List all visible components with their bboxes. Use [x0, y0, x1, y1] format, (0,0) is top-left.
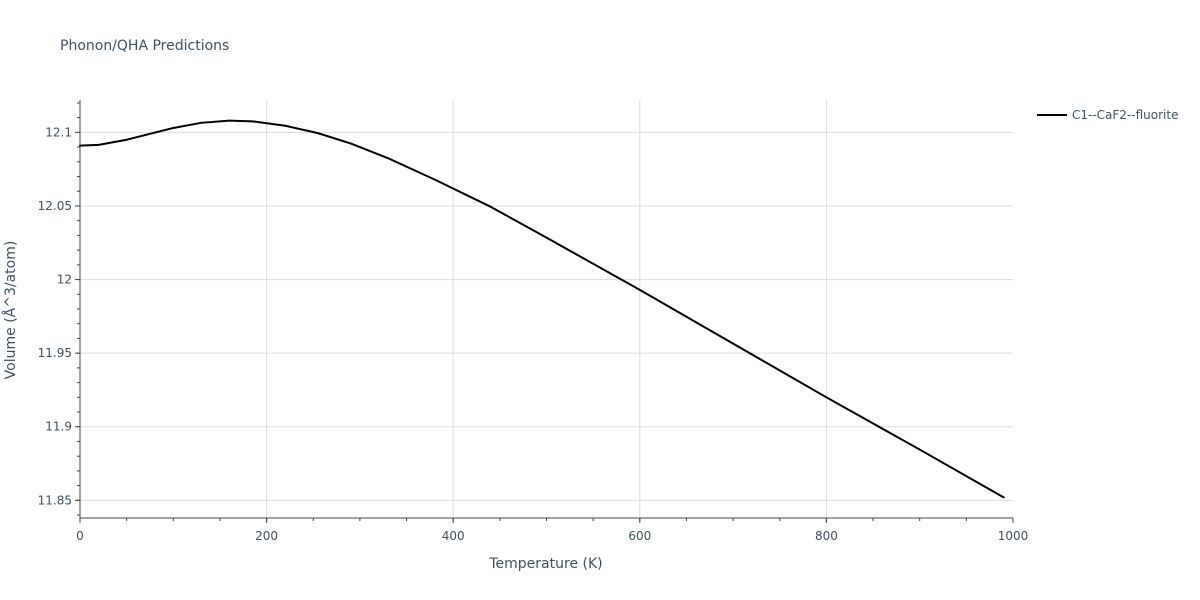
x-tick-label: 400 — [442, 529, 465, 543]
x-tick-label: 600 — [628, 529, 651, 543]
y-axis-title: Volume (Å^3/atom) — [2, 241, 19, 380]
x-tick-label: 0 — [76, 529, 84, 543]
axes — [79, 100, 1013, 519]
x-tick-label: 1000 — [998, 529, 1029, 543]
y-tick-label: 12 — [57, 273, 72, 287]
y-tick-label: 11.85 — [38, 493, 72, 507]
x-tick-label: 200 — [255, 529, 278, 543]
y-axis-ticks: 11.85 11.9 11.95 12 12.05 12.1 — [38, 102, 80, 516]
y-tick-label: 11.95 — [38, 346, 72, 360]
legend[interactable]: C1--CaF2--fluorite — [1037, 108, 1178, 122]
series-layer — [79, 119, 1005, 499]
grid-lines — [80, 100, 1013, 518]
legend-label: C1--CaF2--fluorite — [1072, 108, 1178, 122]
y-tick-label: 11.9 — [45, 420, 72, 434]
x-tick-label: 800 — [815, 529, 838, 543]
x-axis-ticks: 0 200 400 600 800 1000 — [76, 518, 1028, 543]
chart-title: Phonon/QHA Predictions — [60, 38, 229, 54]
y-tick-label: 12.05 — [38, 199, 72, 213]
x-axis-title: Temperature (K) — [488, 556, 602, 572]
y-tick-label: 12.1 — [45, 125, 72, 139]
series-line — [79, 119, 1005, 499]
